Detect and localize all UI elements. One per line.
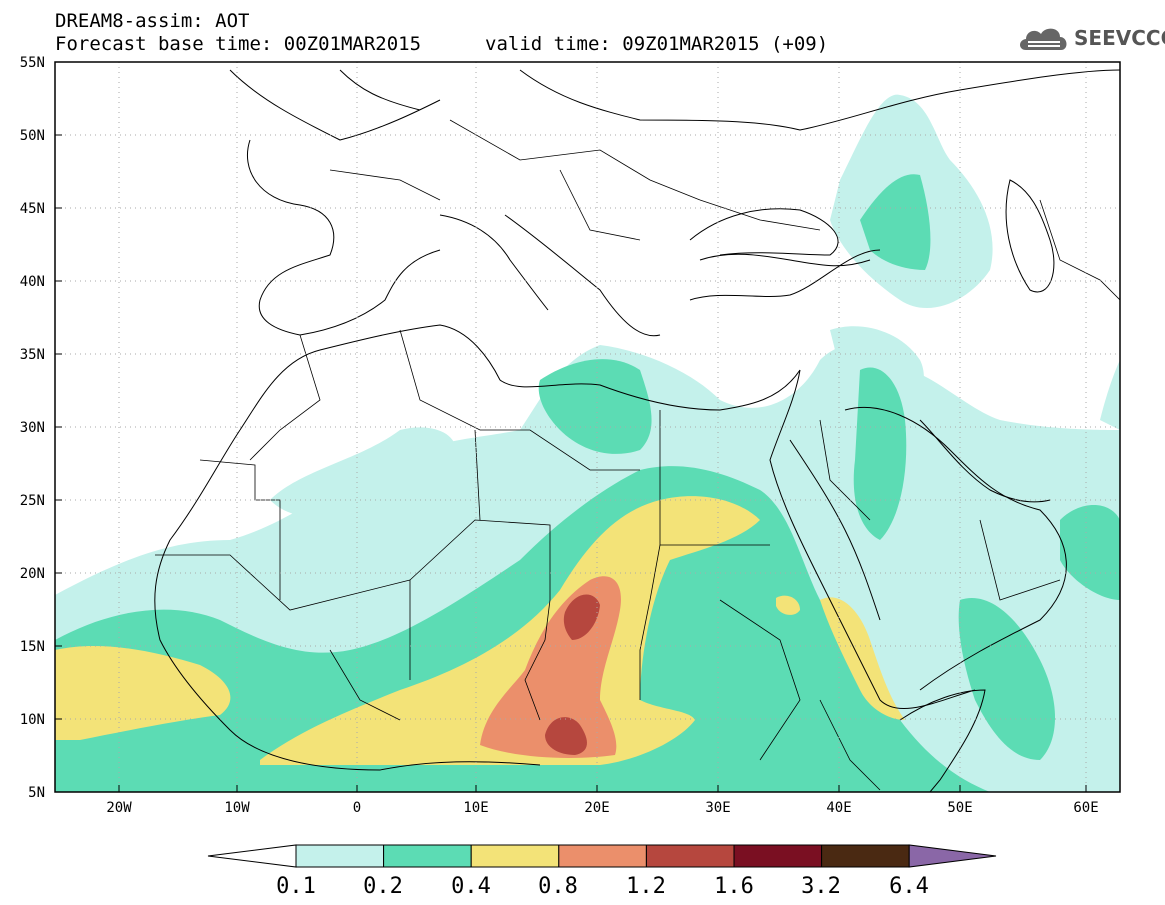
aot-level-1-2 bbox=[545, 594, 600, 755]
map-title: DREAM8-assim: AOT bbox=[55, 10, 250, 32]
longitude-labels: 20W 10W 0 10E 20E 30E 40E 50E 60E bbox=[106, 800, 1098, 816]
lat-label: 55N bbox=[20, 55, 45, 71]
lat-label: 50N bbox=[20, 128, 45, 144]
logo-text: SEEVCCC bbox=[1074, 26, 1165, 50]
lon-label: 40E bbox=[826, 800, 851, 816]
cloud-icon bbox=[1020, 28, 1067, 50]
lat-label: 25N bbox=[20, 493, 45, 509]
lat-label: 10N bbox=[20, 712, 45, 728]
lon-label: 30E bbox=[705, 800, 730, 816]
lon-label: 60E bbox=[1073, 800, 1098, 816]
aot-level-0-4 bbox=[55, 496, 905, 765]
lon-label: 0 bbox=[353, 800, 361, 816]
forecast-base-time: Forecast base time: 00Z01MAR2015 bbox=[55, 33, 422, 55]
lat-label: 5N bbox=[28, 785, 45, 801]
seevccc-logo: SEEVCCC bbox=[1016, 22, 1165, 56]
aot-shading bbox=[55, 94, 1120, 792]
lon-label: 10E bbox=[463, 800, 488, 816]
valid-time: valid time: 09Z01MAR2015 (+09) bbox=[485, 33, 829, 55]
coastlines bbox=[55, 62, 1120, 792]
lat-label: 20N bbox=[20, 566, 45, 582]
lon-label: 20W bbox=[106, 800, 132, 816]
latitude-labels: 55N 50N 45N 40N 35N 30N 25N 20N 15N 10N … bbox=[20, 55, 45, 801]
lon-label: 50E bbox=[947, 800, 972, 816]
lon-label: 10W bbox=[224, 800, 250, 816]
lat-label: 30N bbox=[20, 420, 45, 436]
lat-label: 45N bbox=[20, 201, 45, 217]
country-borders bbox=[155, 119, 1120, 791]
lat-label: 35N bbox=[20, 347, 45, 363]
lat-label: 40N bbox=[20, 274, 45, 290]
map-grid bbox=[55, 62, 1120, 792]
axis-ticks bbox=[55, 61, 1087, 792]
lon-label: 20E bbox=[584, 800, 609, 816]
lat-label: 15N bbox=[20, 639, 45, 655]
